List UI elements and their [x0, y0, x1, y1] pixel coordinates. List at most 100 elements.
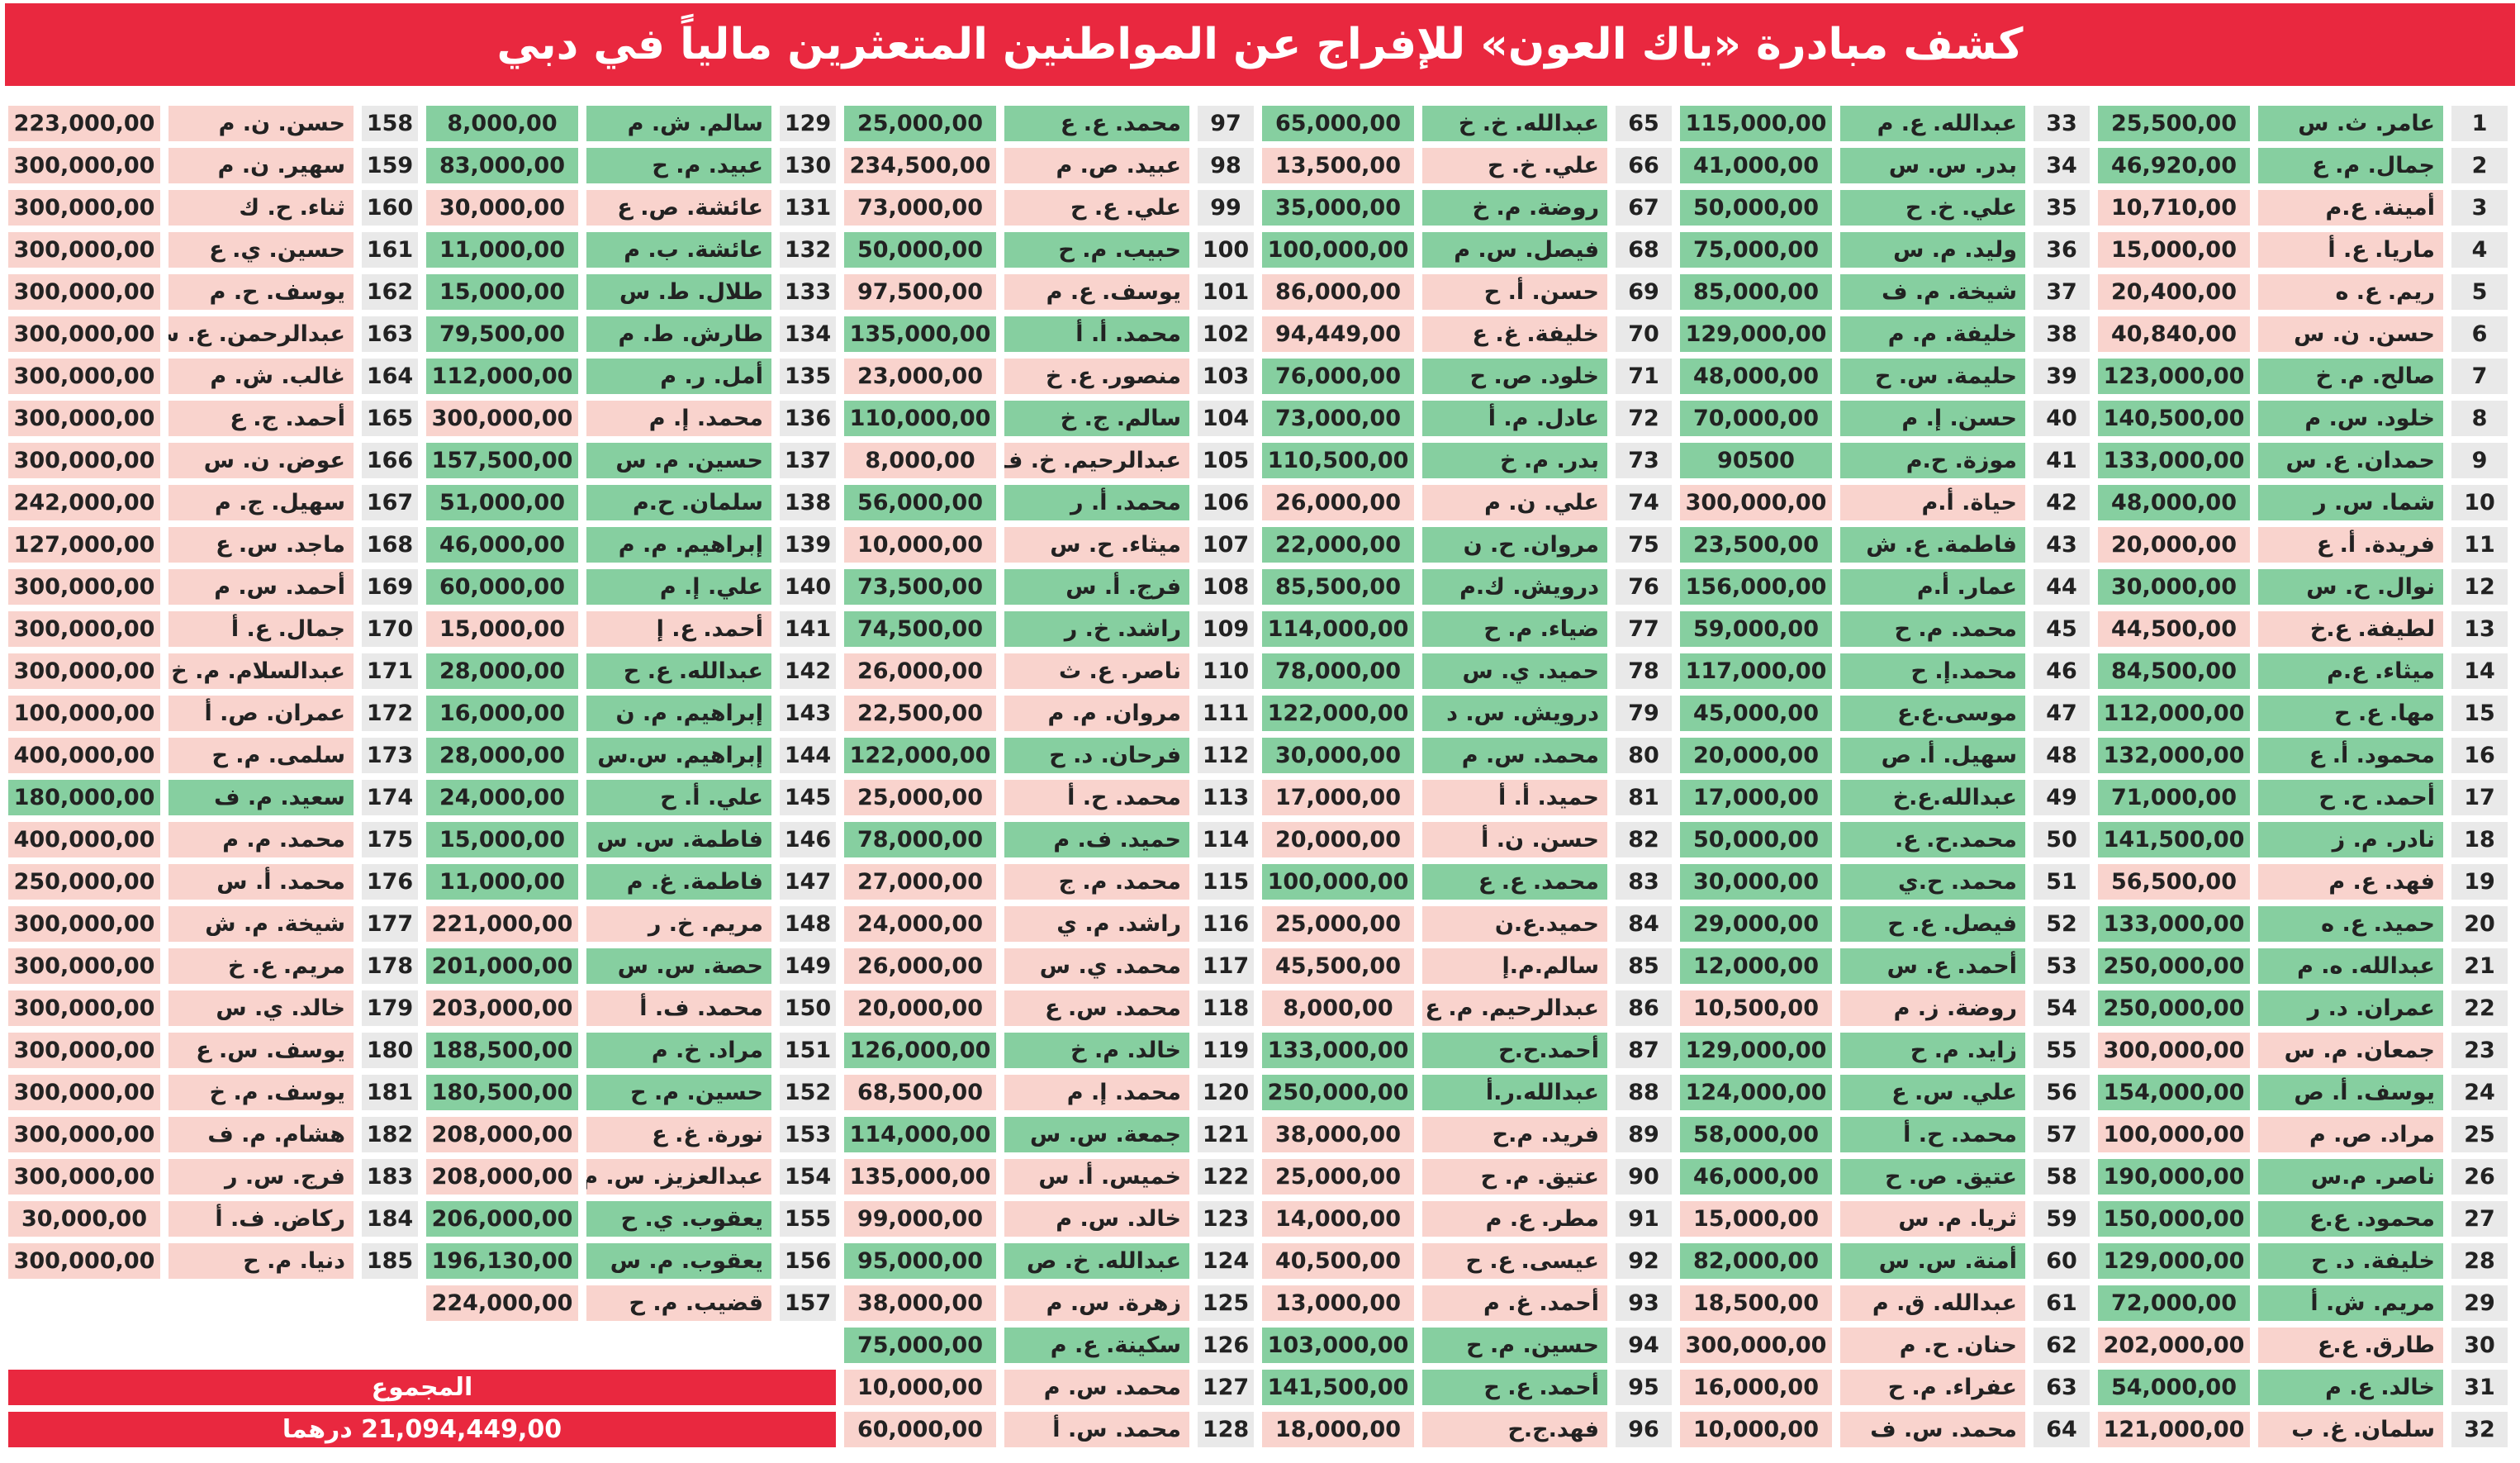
amount-cell: 26,000,00: [844, 653, 996, 689]
row-number: 130: [780, 148, 836, 183]
row-number: 164: [362, 359, 418, 394]
amount-cell: 40,840,00: [2098, 316, 2250, 352]
amount-cell: 24,000,00: [844, 906, 996, 942]
amount-cell: 82,000,00: [1680, 1243, 1832, 1279]
row-number: 65: [1616, 106, 1672, 141]
name-cell: صالح. م. خ: [2258, 359, 2443, 394]
row-number: 33: [2034, 106, 2090, 141]
name-cell: جمعة. س. س: [1004, 1117, 1189, 1152]
amount-cell: 110,500,00: [1262, 443, 1414, 478]
name-cell: عبدالله.ع.خ: [1840, 780, 2025, 815]
amount-cell: 46,000,00: [426, 527, 578, 563]
amount-cell: 84,500,00: [2098, 653, 2250, 689]
name-cell: راشد. م. ي: [1004, 906, 1189, 942]
row-number: 67: [1616, 190, 1672, 226]
name-cell: سلمى. م. ح: [168, 738, 354, 773]
amount-cell: 20,000,00: [1262, 822, 1414, 857]
row-number: 158: [362, 106, 418, 141]
name-cell: عتيق. ص. ح: [1840, 1159, 2025, 1195]
row-number: 185: [362, 1243, 418, 1279]
amount-cell: 132,000,00: [2098, 738, 2250, 773]
row-number: 57: [2034, 1117, 2090, 1152]
row-number: 15: [2451, 696, 2508, 731]
name-cell: أحمد.ح.ح: [1422, 1033, 1607, 1068]
row-number: 111: [1198, 696, 1254, 731]
name-cell: يوسف. ع. م: [1004, 274, 1189, 310]
amount-cell: 115,000,00: [1680, 106, 1832, 141]
row-number: 99: [1198, 190, 1254, 226]
amount-cell: 208,000,00: [426, 1117, 578, 1152]
name-cell: محمد.إ. ح: [1840, 653, 2025, 689]
name-cell: طارق. ع.ع: [2258, 1328, 2443, 1363]
row-number: 38: [2034, 316, 2090, 352]
name-cell: حميد. ع. ه: [2258, 906, 2443, 942]
row-number: 177: [362, 906, 418, 942]
amount-cell: 25,500,00: [2098, 106, 2250, 141]
row-number: 69: [1616, 274, 1672, 310]
row-number: 35: [2034, 190, 2090, 226]
amount-cell: 48,000,00: [2098, 485, 2250, 520]
amount-cell: 29,000,00: [1680, 906, 1832, 942]
amount-cell: 126,000,00: [844, 1033, 996, 1068]
amount-cell: 250,000,00: [8, 864, 160, 900]
name-cell: فيصل. س. م: [1422, 232, 1607, 268]
row-number: 139: [780, 527, 836, 563]
row-number: 82: [1616, 822, 1672, 857]
name-cell: فاطمة. ع. ش: [1840, 527, 2025, 563]
row-number: 181: [362, 1075, 418, 1110]
name-cell: أحمد. ع. س: [1840, 948, 2025, 984]
row-number: 128: [1198, 1412, 1254, 1447]
row-number: 46: [2034, 653, 2090, 689]
name-cell: درويش. ك.م: [1422, 569, 1607, 605]
row-number: 1: [2451, 106, 2508, 141]
row-number: 64: [2034, 1412, 2090, 1447]
row-number: 171: [362, 653, 418, 689]
row-number: 129: [780, 106, 836, 141]
name-cell: محمد. ع. ع: [1422, 864, 1607, 900]
amount-cell: 223,000,00: [8, 106, 160, 141]
name-cell: محمد. س. أ: [1004, 1412, 1189, 1447]
row-number: 140: [780, 569, 836, 605]
amount-cell: 10,000,00: [844, 527, 996, 563]
amount-cell: 300,000,00: [8, 906, 160, 942]
name-cell: خالد. س. م: [1004, 1201, 1189, 1237]
amount-cell: 300,000,00: [8, 1117, 160, 1152]
name-cell: أمينة. ع.م: [2258, 190, 2443, 226]
name-cell: حسن. أ. ح: [1422, 274, 1607, 310]
row-number: 167: [362, 485, 418, 520]
name-cell: فاطمة. غ. م: [586, 864, 771, 900]
row-number: 91: [1616, 1201, 1672, 1237]
row-number: 170: [362, 611, 418, 647]
amount-cell: 129,000,00: [2098, 1243, 2250, 1279]
amount-cell: 97,500,00: [844, 274, 996, 310]
amount-cell: 250,000,00: [2098, 948, 2250, 984]
amount-cell: 180,000,00: [8, 780, 160, 815]
name-cell: هشام. م. ف: [168, 1117, 354, 1152]
amount-cell: 25,000,00: [844, 780, 996, 815]
amount-cell: 59,000,00: [1680, 611, 1832, 647]
amount-cell: 71,000,00: [2098, 780, 2250, 815]
row-number: 73: [1616, 443, 1672, 478]
amount-cell: 400,000,00: [8, 738, 160, 773]
row-number: 27: [2451, 1201, 2508, 1237]
row-number: 179: [362, 990, 418, 1026]
row-number: 150: [780, 990, 836, 1026]
row-number: 169: [362, 569, 418, 605]
amount-cell: 221,000,00: [426, 906, 578, 942]
name-cell: أحمد. ج. ع: [168, 401, 354, 436]
row-number: 53: [2034, 948, 2090, 984]
amount-cell: 157,500,00: [426, 443, 578, 478]
name-cell: فرج. أ. س: [1004, 569, 1189, 605]
row-number: 45: [2034, 611, 2090, 647]
amount-cell: 44,500,00: [2098, 611, 2250, 647]
name-cell: محمود. ع.ع: [2258, 1201, 2443, 1237]
name-cell: عادل. م. أ: [1422, 401, 1607, 436]
name-cell: طلال. ط. س: [586, 274, 771, 310]
total-amount: 21,094,449,00 درهما: [8, 1412, 836, 1447]
row-number: 47: [2034, 696, 2090, 731]
name-cell: دنيا. م. ح: [168, 1243, 354, 1279]
name-cell: حسن. ن. م: [168, 106, 354, 141]
name-cell: جمال. م. ع: [2258, 148, 2443, 183]
amount-cell: 110,000,00: [844, 401, 996, 436]
